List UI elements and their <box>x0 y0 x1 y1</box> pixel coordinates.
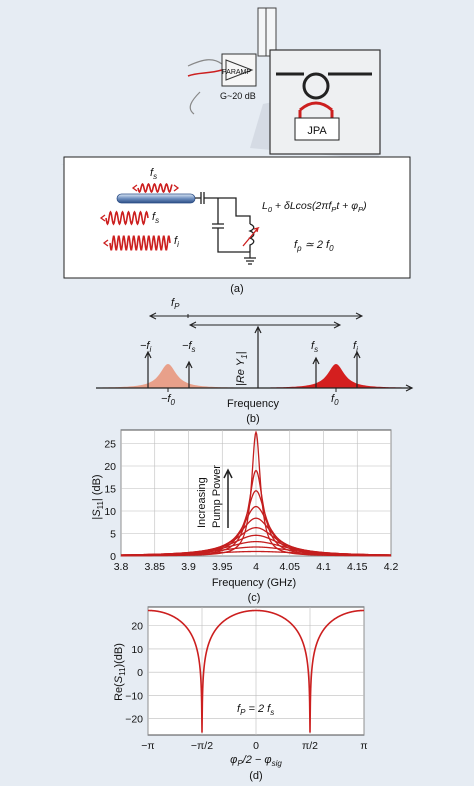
y-tick-label: 20 <box>131 621 143 633</box>
x-tick-label: 4.15 <box>347 561 368 573</box>
plot-d-ylabel: Re(S11)(dB) <box>113 643 127 701</box>
caption-a: (a) <box>230 283 243 295</box>
fs-incoming-wave <box>137 182 173 194</box>
x-tick-label: −π <box>141 740 154 752</box>
x-tick-label: 3.85 <box>145 561 166 573</box>
plot-c-curves <box>120 430 392 557</box>
y-tick-label: 25 <box>104 439 116 451</box>
fs-arrows-icon <box>131 184 180 192</box>
inductance-expression: L0 + δLcos(2πfPt + φP) <box>262 200 367 214</box>
plot-d-annotation: fP = 2 fs <box>237 703 274 717</box>
neg-fs-arrow <box>185 360 193 388</box>
fi-label: fi <box>174 235 179 249</box>
ground-icon <box>244 252 256 265</box>
y-tick-label: 0 <box>110 551 116 563</box>
plot-d-ticks: −π −π/2 0 π/2 π 20 10 0 −10 −20 <box>125 621 367 752</box>
fs-reflected-wave <box>105 210 149 226</box>
negative-frequency-peak <box>98 364 238 388</box>
x-tick-label: 4.1 <box>316 561 331 573</box>
pos-fs-label: fs <box>311 340 318 354</box>
jpa-label: JPA <box>307 125 327 137</box>
caption-c: (c) <box>248 592 261 604</box>
plot-c-ylabel: |S11| (dB) <box>91 474 105 519</box>
neg-fs-label: −fs <box>182 340 195 354</box>
x-tick-label: 0 <box>253 740 259 752</box>
pos-fi-arrow <box>353 350 361 388</box>
plot-c-ticks: 3.8 3.85 3.9 3.95 4 4.05 4.1 4.15 4.2 0 5 10 15 20 25 <box>104 439 398 574</box>
fp-label: fP <box>171 297 180 311</box>
increasing-arrow-icon <box>223 468 233 528</box>
fs-label-2: fs <box>152 211 159 225</box>
plot-c-xlabel: Frequency (GHz) <box>212 577 296 589</box>
panel-a-circuit: fs fs fi L0 + δLcos(2πfPt + φP) fp ≃ 2 f… <box>63 156 411 295</box>
y-tick-label: 15 <box>104 484 116 496</box>
panel-a-illustration: PARAMP G~20 dB JPA <box>60 7 381 165</box>
panel-c: 3.8 3.85 3.9 3.95 4 4.05 4.1 4.15 4.20510152025 … <box>91 429 398 604</box>
swirl-wire <box>189 91 201 115</box>
fs-out-arrow-icon <box>99 214 106 222</box>
tuning-arrow-icon <box>242 226 260 247</box>
fs-label: fs <box>150 167 157 181</box>
transmission-line <box>116 193 196 204</box>
pos-fs-arrow <box>312 356 320 388</box>
y-tick-label: 0 <box>137 667 143 679</box>
x-tick-label: 3.9 <box>181 561 196 573</box>
positive-frequency-peak <box>266 364 406 388</box>
amplifier-triangle-icon <box>225 59 254 81</box>
neg-fi-arrow <box>144 350 152 388</box>
plot-d-xlabel: φP/2 − φsig <box>230 754 282 768</box>
coupling-capacitor-icon <box>195 192 218 204</box>
y-tick-label: 5 <box>110 529 116 541</box>
s11-series-line <box>121 430 391 557</box>
neg-f0-label: −f0 <box>161 393 175 407</box>
gain-label: G~20 dB <box>220 91 256 101</box>
frequency-xlabel: Frequency <box>227 398 279 410</box>
x-tick-label: −π/2 <box>191 740 213 752</box>
y-tick-label: 10 <box>131 644 143 656</box>
x-tick-label: π <box>360 740 367 752</box>
coax-line-2 <box>265 7 277 57</box>
x-tick-label: π/2 <box>302 740 318 752</box>
shunt-capacitor-icon <box>212 198 250 253</box>
annotation-pump-power: Pump Power <box>211 465 223 528</box>
pump-relation: fp ≃ 2 f0 <box>294 239 334 253</box>
paramp-box <box>221 53 257 87</box>
x-tick-label: 4.2 <box>384 561 399 573</box>
x-tick-label: 3.8 <box>114 561 129 573</box>
y-tick-label: −20 <box>125 714 143 726</box>
y-tick-label: 10 <box>104 506 116 518</box>
squid-loop-icon <box>302 72 330 100</box>
caption-d: (d) <box>249 770 262 782</box>
circuit-box <box>63 156 411 279</box>
re-y-label: |Re Y1| <box>235 351 249 386</box>
fi-arrow-icon <box>102 239 109 247</box>
variable-inductor-icon <box>248 223 255 252</box>
input-wire <box>187 59 223 67</box>
caption-b: (b) <box>246 413 259 425</box>
x-tick-label: 4.05 <box>280 561 301 573</box>
x-tick-label: 3.95 <box>212 561 233 573</box>
x-tick-label: 4 <box>253 561 259 573</box>
annotation-increasing: Increasing <box>196 477 208 528</box>
panel-d: −π −π/2 0 π/2 π 20 10 0 −10 −20 Re(S11)(dB) φP/2 … <box>113 606 368 782</box>
input-wire-red <box>187 69 223 77</box>
y-tick-label: 20 <box>104 461 116 473</box>
y-tick-label: −10 <box>125 690 143 702</box>
fi-idler-wave <box>109 235 171 251</box>
plot-d-curve <box>148 609 364 733</box>
neg-fi-label: −fi <box>140 340 151 354</box>
panel-b: fP −fi −fs fs fi |Re Y1| −f0 f0 Frequenc… <box>96 297 414 425</box>
pos-fi-label: fi <box>353 340 358 354</box>
paramp-label: PARAMP <box>222 69 251 76</box>
pos-f0-label: f0 <box>331 393 339 407</box>
jpa-box <box>294 117 340 141</box>
